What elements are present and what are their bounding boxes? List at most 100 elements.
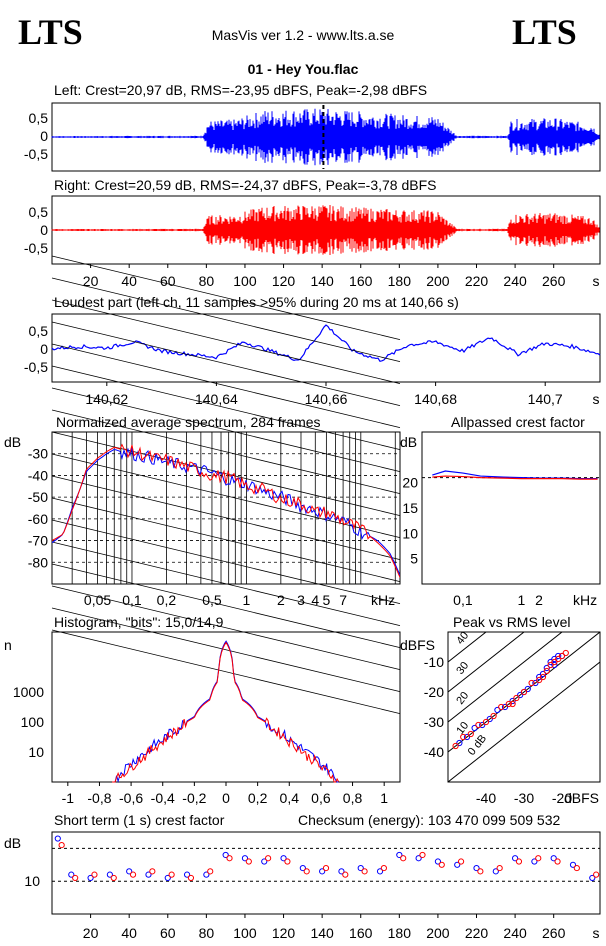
pvr-ytick: -20 (424, 684, 444, 700)
stc-xtick: 220 (465, 925, 489, 941)
stc-point (454, 861, 461, 868)
crest-xtick: 2 (535, 592, 543, 608)
spectrum-xtick: 1 (242, 592, 250, 608)
pvr-point (498, 703, 505, 711)
pvr-point (543, 664, 550, 672)
loudest-title: Loudest part (left ch, 11 samples >95% d… (54, 294, 459, 310)
crest-xtick: 1 (518, 592, 526, 608)
pvr-frame (447, 631, 601, 783)
stc-point (106, 871, 113, 878)
pvr-point (551, 658, 558, 666)
spectrum-ylabel: dB (4, 434, 21, 450)
pvr-point (452, 742, 459, 750)
stc-xtick: 140 (310, 925, 334, 941)
pvr-point (460, 733, 467, 741)
histogram-series-1 (112, 641, 340, 783)
pvr-point (543, 667, 550, 675)
spectrum-ytick: -40 (28, 467, 48, 483)
stc-xtick: 120 (272, 925, 296, 941)
spectrum-xtick: 0,5 (202, 592, 222, 608)
loudest-xtick-label: 140,64 (195, 391, 238, 407)
stc-point (284, 858, 291, 865)
spectrum-slope-line (51, 519, 401, 604)
histogram-xtick: 0,6 (311, 790, 331, 806)
stc-point (593, 871, 600, 878)
waveform-xtick-label: 120 (272, 273, 296, 289)
pvr-point (562, 649, 569, 657)
crest-ytick: 20 (402, 475, 418, 491)
crest-frame (421, 431, 601, 585)
pvr-point (539, 673, 547, 681)
stc-point (68, 871, 75, 878)
stc-xtick: 20 (83, 925, 99, 941)
crest-title: Allpassed crest factor (451, 414, 585, 430)
stc-point (457, 858, 465, 865)
spectrum-xtick: 0,05 (84, 592, 111, 608)
pvr-point (482, 718, 490, 726)
pvr-point (486, 715, 493, 723)
loudest-xunit: s (593, 391, 600, 407)
stc-point (226, 855, 233, 862)
stc-point (550, 855, 557, 862)
spectrum-slope-line (51, 497, 401, 582)
pvr-ytick: -10 (424, 654, 444, 670)
histogram-xtick: -0,2 (182, 790, 206, 806)
histogram-ylabel: n (4, 637, 12, 653)
stc-point (400, 855, 407, 862)
stc-point (207, 868, 214, 875)
pvr-point (558, 652, 566, 660)
stc-point (168, 871, 175, 878)
loudest-ytick-0: 0,5 (29, 323, 49, 339)
stc-point (145, 871, 152, 878)
pvr-point (536, 673, 543, 681)
pvr-point (517, 691, 524, 699)
loudest-ytick-1: 0 (40, 341, 48, 357)
spectrum-ytick: -30 (28, 446, 48, 462)
app-title: MasVis ver 1.2 - www.lts.a.se (212, 27, 395, 43)
pvr-ytick: -30 (424, 714, 444, 730)
pvr-xtick: -30 (514, 790, 534, 806)
stc-xtick: 100 (233, 925, 257, 941)
stc-point (396, 851, 403, 859)
pvr-diagonal (448, 632, 600, 753)
pvr-diagonal (448, 632, 563, 723)
waveform-xtick-label: 160 (349, 273, 373, 289)
stc-point (322, 864, 330, 872)
histogram-xtick: -0,4 (151, 790, 175, 806)
waveform-xtick-label: 80 (199, 273, 215, 289)
stc-point (91, 871, 98, 878)
checksum: Checksum (energy): 103 470 099 509 532 (298, 812, 560, 828)
pvr-xlabel: dBFS (564, 790, 599, 806)
stc-point (434, 858, 442, 865)
stc-point (515, 858, 523, 865)
pvr-ylabel: dBFS (400, 637, 435, 653)
histogram-xtick: -1 (62, 790, 75, 806)
spectrum-slope-line (51, 453, 401, 538)
spectrum-slope-line (51, 541, 401, 626)
pvr-point (463, 733, 471, 741)
stc-point (299, 864, 306, 872)
pvr-point (539, 670, 547, 678)
histogram-title: Histogram, "bits": 15,0/14,9 (54, 614, 224, 630)
spectrum-xlabel: kHz (371, 592, 395, 608)
pvr-point (555, 655, 562, 663)
spectrum-slope-line (51, 563, 401, 648)
stc-point (473, 864, 480, 872)
left-waveform-title: Left: Crest=20,97 dB, RMS=-23,95 dBFS, P… (54, 82, 427, 98)
spectrum-xtick: 2 (277, 592, 285, 608)
stc-xtick: 180 (388, 925, 412, 941)
waveform-xtick-label: 220 (465, 273, 489, 289)
stc-point (187, 874, 195, 882)
crest-ylabel: dB (400, 434, 417, 450)
stc-point (438, 861, 445, 868)
spectrum-ytick: -50 (28, 489, 48, 505)
crest-plot: 20 15 10 5 0,1 1 2 (402, 470, 600, 608)
stc-point (589, 874, 596, 882)
loudest-xtick-label: 140,62 (85, 391, 128, 407)
stc-xtick: 80 (199, 925, 215, 941)
left-ytick-2: -0,5 (24, 146, 48, 162)
stc-point (380, 864, 387, 872)
pvr-point (505, 700, 512, 708)
waveform-xtick-label: 180 (388, 273, 412, 289)
pvr-point (520, 688, 528, 696)
